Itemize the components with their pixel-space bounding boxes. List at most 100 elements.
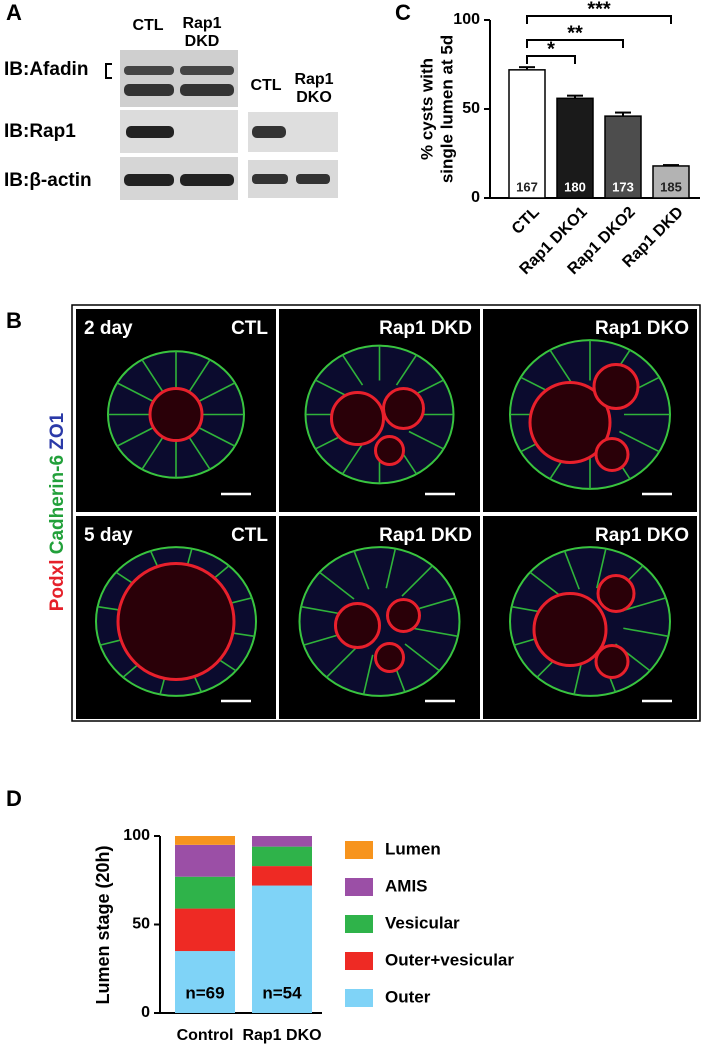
- cell-border: [408, 430, 444, 450]
- legend-swatch: [345, 915, 373, 933]
- cell-border: [193, 676, 203, 693]
- lumen: [148, 387, 204, 442]
- cell-border: [116, 426, 154, 447]
- legend-label: AMIS: [385, 876, 428, 895]
- cell-border: [219, 659, 237, 672]
- significance-label: **: [567, 22, 583, 44]
- condition-label: CTL: [231, 318, 268, 339]
- legend-swatch: [345, 841, 373, 859]
- bar-segment: [175, 951, 235, 1013]
- n-label: 185: [660, 179, 682, 194]
- cell-border: [362, 654, 374, 695]
- bar: [652, 165, 690, 199]
- blot-band: [124, 84, 174, 96]
- legend-label: Outer: [385, 987, 431, 1006]
- blot-band: [126, 126, 174, 138]
- blot-band: [180, 84, 234, 96]
- cell-border: [159, 678, 166, 695]
- blot-column-label: Rap1: [182, 15, 221, 32]
- lumen: [116, 562, 236, 681]
- n-label: 167: [516, 179, 538, 194]
- blot-band: [180, 66, 234, 75]
- cell-border: [213, 565, 230, 579]
- y-tick-label: 100: [123, 827, 150, 844]
- blot-column-label: CTL: [132, 17, 163, 34]
- n-label: 180: [564, 179, 586, 194]
- cell-border: [122, 664, 139, 678]
- cell-border: [198, 382, 236, 403]
- legend-label: Outer+vesicular: [385, 950, 514, 969]
- micrograph-grid: 2 day CTL Rap1 DKD Rap1 DKO 5 day CTL Rap1 DKD…: [76, 309, 697, 719]
- blot-band: [252, 126, 286, 138]
- cell-border: [404, 643, 440, 672]
- lumen: [594, 644, 630, 679]
- lumen: [528, 381, 612, 464]
- condition-label: Rap1 DKO: [595, 525, 689, 546]
- bar: [556, 97, 594, 199]
- cell-border: [188, 436, 211, 470]
- cell-border: [595, 548, 607, 589]
- significance-label: ***: [587, 0, 611, 20]
- y-tick-label: 0: [471, 189, 480, 206]
- bar: [508, 69, 546, 199]
- cell-border: [232, 632, 255, 638]
- y-tick-label: 50: [462, 100, 480, 117]
- lumen: [334, 602, 381, 649]
- legend-label: Lumen: [385, 839, 441, 858]
- cell-border: [623, 627, 669, 638]
- blot-band: [252, 174, 288, 184]
- cell-border: [563, 550, 580, 590]
- y-tick-label: 50: [132, 916, 150, 933]
- x-tick-label: Rap1 DKO: [242, 1027, 321, 1044]
- lumen: [596, 574, 636, 613]
- condition-label: Rap1 DKD: [379, 318, 472, 339]
- y-axis-label: Lumen stage (20h): [93, 845, 113, 1004]
- cell-border: [188, 359, 211, 393]
- cell-border: [341, 443, 364, 475]
- cell-border: [385, 548, 397, 589]
- lumen: [374, 435, 405, 466]
- bar-segment: [252, 885, 312, 1013]
- condition-label: Rap1 DKD: [379, 525, 472, 546]
- cell-border: [99, 639, 122, 646]
- significance-label: *: [547, 38, 555, 60]
- cell-border: [141, 436, 164, 470]
- bar-segment: [252, 836, 312, 847]
- panel-label: A: [6, 0, 22, 25]
- blot-strip: [120, 50, 238, 107]
- cell-border: [619, 430, 660, 453]
- stain-cadherin: Cadherin-6: [47, 455, 68, 554]
- lumen: [594, 437, 630, 472]
- blot-band: [180, 174, 234, 186]
- lumen: [374, 642, 405, 673]
- legend-swatch: [345, 878, 373, 896]
- lumen: [330, 391, 385, 446]
- y-tick-label: 100: [453, 11, 480, 28]
- cell-border: [395, 354, 418, 386]
- cell-border: [549, 349, 574, 386]
- blot-row-label: IB:Afadin: [4, 59, 88, 80]
- panel-label: C: [395, 0, 411, 25]
- time-label: 2 day: [84, 318, 133, 339]
- lumen: [532, 592, 608, 667]
- time-label: 5 day: [84, 525, 133, 546]
- y-axis-label: % cysts with: [417, 58, 436, 160]
- significance-bracket: [526, 55, 576, 64]
- cell-border: [198, 426, 236, 447]
- western-blot: IB:Afadin IB:Rap1 IB:β-actin CTL Rap1 DK…: [4, 15, 338, 200]
- blot-row-label: IB:β-actin: [4, 170, 92, 191]
- bar-segment: [175, 836, 235, 845]
- n-label: n=54: [262, 983, 302, 1002]
- blot-row-label: IB:Rap1: [4, 121, 76, 142]
- y-tick-label: 0: [141, 1004, 150, 1021]
- cell-border: [141, 359, 164, 393]
- bar-segment: [252, 846, 312, 867]
- cell-border: [341, 354, 364, 386]
- blot-column-label: DKD: [185, 33, 220, 50]
- significance-bracket: [526, 39, 624, 48]
- cell-border: [353, 550, 370, 590]
- x-tick-label: Control: [177, 1027, 234, 1044]
- cell-border: [115, 571, 133, 584]
- y-axis-label: single lumen at 5d: [437, 35, 456, 183]
- panel-label: D: [6, 786, 22, 811]
